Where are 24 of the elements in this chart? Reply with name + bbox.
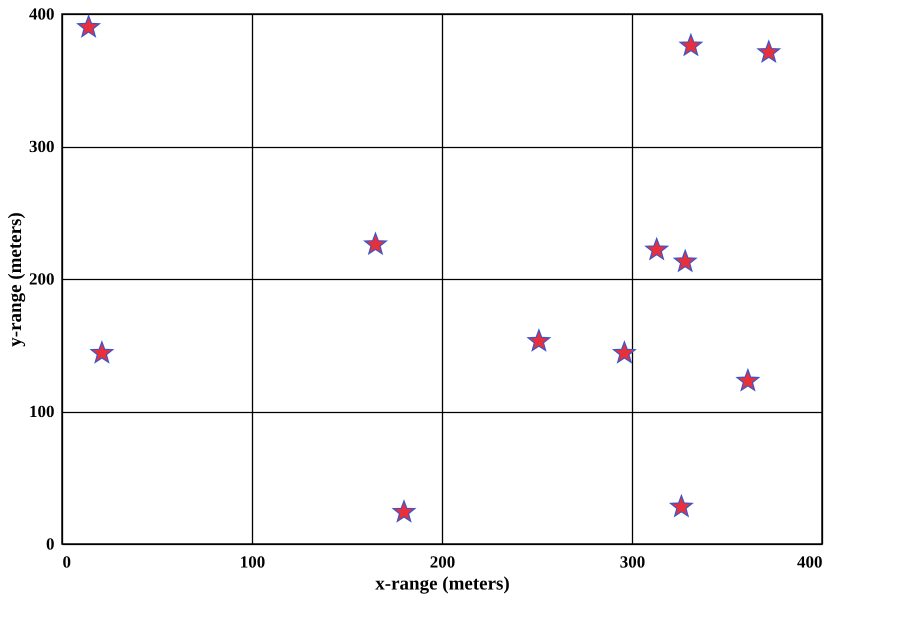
point — [670, 494, 693, 517]
x-tick-label: 400 — [797, 552, 822, 572]
x-tick-label: 0 — [62, 552, 71, 572]
y-tick-label: 300 — [29, 137, 54, 156]
point — [77, 15, 100, 38]
x-tick-label: 200 — [430, 552, 456, 572]
point — [679, 34, 702, 56]
point — [645, 238, 668, 260]
point — [527, 329, 550, 352]
y-axis-title: y-range (meters) — [5, 212, 26, 347]
x-tick-label: 100 — [240, 552, 266, 572]
point — [364, 232, 387, 254]
point — [674, 250, 697, 272]
y-tick-label: 400 — [29, 4, 54, 24]
point — [612, 341, 636, 364]
x-axis-title: x-range (meters) — [375, 574, 510, 594]
y-tick-label: 200 — [29, 270, 54, 288]
x-tick-label: 300 — [620, 552, 646, 572]
y-tick-label: 0 — [46, 534, 54, 554]
point — [757, 40, 780, 62]
point — [90, 341, 114, 364]
point — [736, 369, 760, 391]
point — [392, 500, 416, 522]
y-tick-label: 100 — [29, 402, 54, 421]
